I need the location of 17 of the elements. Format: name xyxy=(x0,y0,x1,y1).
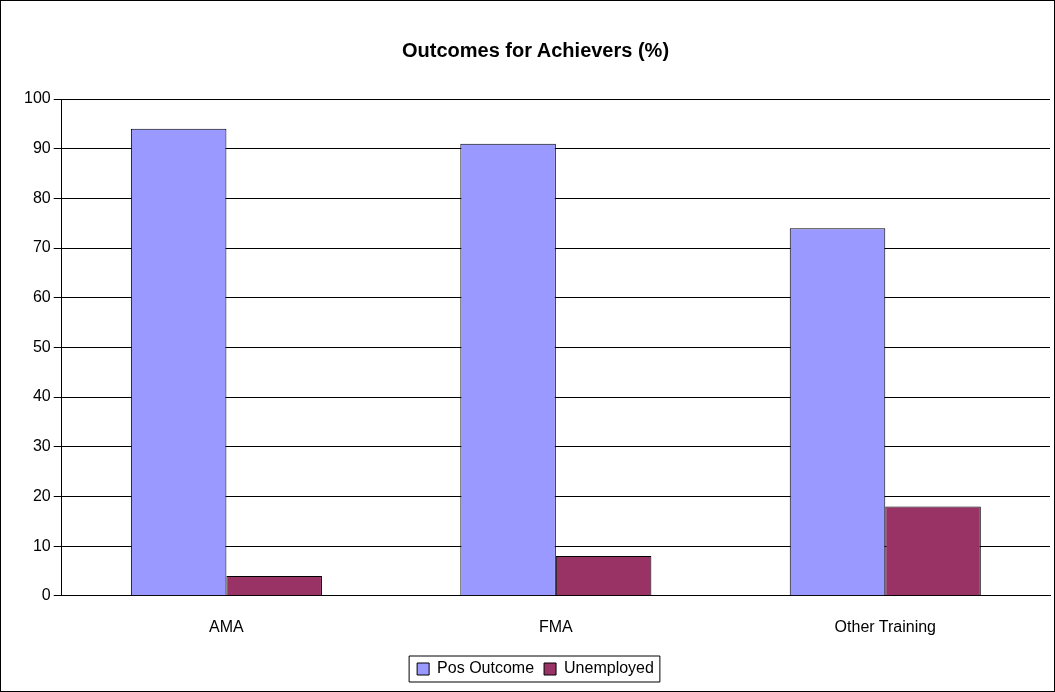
y-tick-label: 80 xyxy=(32,188,51,206)
x-tick-label: FMA xyxy=(538,617,574,635)
y-tick-label: 50 xyxy=(32,337,51,355)
y-tick-label: 90 xyxy=(32,139,51,157)
x-tick-label: Other Training xyxy=(834,617,936,635)
x-tick-label: AMA xyxy=(209,617,245,635)
y-tick-label: 20 xyxy=(32,486,51,504)
y-tick-label: 70 xyxy=(32,238,51,256)
y-tick-label: 10 xyxy=(32,536,51,554)
y-tick-label: 0 xyxy=(41,586,51,604)
chart-title: Outcomes for Achievers (%) xyxy=(401,38,670,61)
legend-label: Unemployed xyxy=(564,659,654,677)
y-tick-label: 60 xyxy=(32,288,51,306)
legend-label: Pos Outcome xyxy=(437,659,535,677)
y-tick-label: 40 xyxy=(32,387,51,405)
y-tick-label: 30 xyxy=(32,437,51,455)
y-tick-label: 100 xyxy=(23,89,51,107)
